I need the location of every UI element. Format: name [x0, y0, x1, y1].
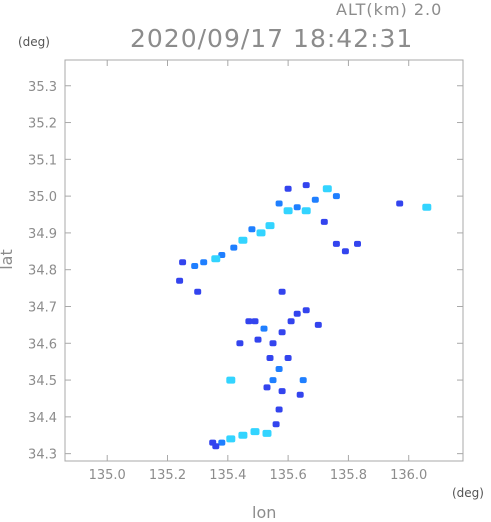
- y-tick-label: 34.8: [28, 264, 57, 279]
- x-tick-label: 135.8: [330, 468, 367, 483]
- echo-cell: [236, 340, 244, 347]
- echo-cell: [296, 391, 304, 398]
- echo-cell: [314, 321, 322, 328]
- y-tick-label: 35.0: [28, 190, 57, 205]
- echo-cell: [278, 329, 286, 336]
- x-tick-label: 135.6: [270, 468, 307, 483]
- echo-cell: [176, 277, 184, 284]
- y-axis-ticks: 34.3 34.4 34.5 34.6 34.7 34.8 34.9 35.0 35.1 35.2…: [28, 80, 463, 463]
- echo-cell: [275, 406, 283, 413]
- echo-cell: [262, 429, 272, 437]
- echo-cell: [263, 384, 271, 391]
- x-unit-label: (deg): [452, 486, 484, 500]
- echo-cell: [200, 259, 208, 266]
- echo-cell: [245, 318, 253, 325]
- y-tick-label: 34.7: [28, 300, 57, 315]
- y-tick-label: 34.4: [28, 411, 57, 426]
- echo-cell: [299, 377, 307, 384]
- echo-cell: [226, 376, 236, 384]
- echo-cell: [260, 325, 268, 332]
- plot-frame: [64, 59, 464, 462]
- echo-cell: [278, 288, 286, 295]
- echo-cell: [179, 259, 187, 266]
- echo-cell: [209, 439, 217, 446]
- y-tick-label: 35.2: [28, 117, 57, 132]
- echo-cell: [275, 366, 283, 372]
- echo-cell: [311, 196, 319, 203]
- echo-cell: [284, 355, 292, 361]
- y-tick-label: 34.3: [28, 448, 57, 463]
- echo-cell: [254, 336, 262, 343]
- echo-cell: [226, 435, 236, 443]
- echo-cells: [176, 182, 432, 450]
- echo-cell: [354, 240, 361, 247]
- echo-cell: [293, 204, 301, 211]
- echo-cell: [275, 200, 283, 207]
- echo-cell: [301, 207, 311, 215]
- echo-cell: [250, 428, 260, 436]
- x-axis-label: lon: [252, 503, 277, 522]
- echo-cell: [272, 421, 280, 428]
- y-tick-label: 34.9: [28, 227, 57, 242]
- echo-cell: [238, 236, 248, 244]
- echo-cell: [265, 222, 275, 230]
- y-tick-label: 35.3: [28, 80, 57, 95]
- echo-cell: [278, 388, 286, 395]
- echo-cell: [211, 255, 221, 263]
- x-tick-label: 135.2: [149, 468, 186, 483]
- echo-cell: [191, 263, 199, 269]
- echo-cell: [322, 185, 332, 193]
- echo-cell: [320, 218, 328, 225]
- echo-cell: [287, 318, 295, 325]
- echo-cell: [284, 185, 292, 192]
- chart-title-timestamp: 2020/09/17 18:42:31: [130, 24, 414, 53]
- echo-cell: [230, 244, 238, 251]
- y-unit-label: (deg): [18, 35, 50, 49]
- echo-cell: [218, 439, 226, 446]
- echo-cell: [341, 248, 349, 255]
- x-tick-label: 136.0: [390, 468, 427, 483]
- echo-cell: [422, 203, 432, 211]
- echo-cell: [238, 431, 248, 439]
- echo-cell: [332, 240, 340, 247]
- y-tick-label: 34.6: [28, 337, 57, 352]
- echo-cell: [396, 200, 404, 207]
- echo-cell: [251, 318, 259, 325]
- echo-cell: [248, 226, 256, 233]
- echo-cell: [332, 193, 340, 200]
- x-tick-label: 135.0: [89, 468, 126, 483]
- echo-cell: [256, 229, 266, 237]
- x-axis-ticks: 135.0 135.2 135.4 135.6 135.8 136.0: [89, 60, 427, 483]
- echo-cell: [266, 355, 274, 361]
- echo-cell: [269, 340, 277, 347]
- echo-cell: [194, 288, 202, 295]
- altitude-label: ALT(km) 2.0: [336, 0, 443, 19]
- echo-cell: [302, 307, 310, 314]
- echo-cell: [293, 310, 301, 317]
- x-tick-label: 135.4: [209, 468, 246, 483]
- echo-cell: [283, 207, 293, 215]
- echo-cell: [302, 182, 310, 189]
- y-tick-label: 34.5: [28, 374, 57, 389]
- echo-cell: [269, 377, 277, 384]
- y-tick-label: 35.1: [28, 153, 57, 168]
